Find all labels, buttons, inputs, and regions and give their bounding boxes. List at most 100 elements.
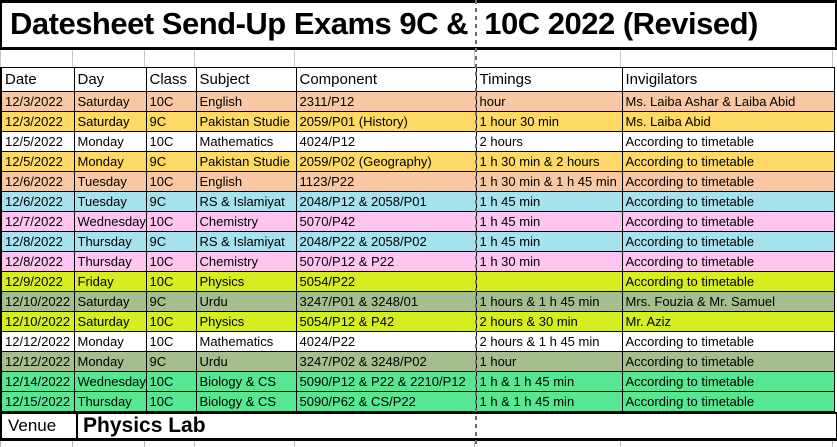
cell-date[interactable]: 12/3/2022 [0, 91, 75, 112]
cell-class[interactable]: 9C [145, 151, 197, 172]
cell-timings[interactable]: 1 hours & 1 h 45 min [475, 291, 623, 312]
cell-timings[interactable]: 1 h & 1 h 45 min [475, 391, 623, 412]
cell-invigilators[interactable]: According to timetable [621, 231, 835, 252]
cell-component[interactable]: 5090/P62 & CS/P22 [295, 391, 477, 412]
cell-timings[interactable]: 2 hours [475, 131, 623, 152]
cell-timings[interactable]: 1 hour [475, 351, 623, 372]
cell-component[interactable]: 3247/P02 & 3248/P02 [295, 351, 477, 372]
cell-subject[interactable]: Biology & CS [195, 371, 297, 392]
cell-date[interactable]: 12/9/2022 [0, 271, 75, 292]
cell-class[interactable]: 10C [145, 251, 197, 272]
cell-class[interactable]: 10C [145, 171, 197, 192]
cell-day[interactable]: Saturday [73, 91, 147, 112]
cell-date[interactable]: 12/12/2022 [0, 331, 75, 352]
cell-invigilators[interactable]: Ms. Laiba Ashar & Laiba Abid [621, 91, 835, 112]
cell-day[interactable]: Monday [73, 351, 147, 372]
venue-label-cell[interactable]: Venue [2, 414, 78, 438]
cell-day[interactable]: Saturday [73, 311, 147, 332]
cell-timings[interactable]: 1 h & 1 h 45 min [475, 371, 623, 392]
cell-day[interactable]: Tuesday [73, 191, 147, 212]
column-header-invigilators[interactable]: Invigilators [621, 67, 835, 92]
column-header-class[interactable]: Class [145, 67, 197, 92]
column-header-subject[interactable]: Subject [195, 67, 297, 92]
cell-class[interactable]: 9C [145, 231, 197, 252]
cell-date[interactable]: 12/8/2022 [0, 231, 75, 252]
cell-date[interactable]: 12/3/2022 [0, 111, 75, 132]
cell-timings[interactable]: 1 h 30 min [475, 251, 623, 272]
cell-subject[interactable]: RS & Islamiyat [195, 231, 297, 252]
cell-timings[interactable]: 2 hours & 1 h 45 min [475, 331, 623, 352]
cell-component[interactable]: 2311/P12 [295, 91, 477, 112]
cell-invigilators[interactable]: According to timetable [621, 171, 835, 192]
cell-day[interactable]: Monday [73, 331, 147, 352]
cell-class[interactable]: 9C [145, 111, 197, 132]
cell-timings[interactable]: 2 hours & 30 min [475, 311, 623, 332]
cell-date[interactable]: 12/5/2022 [0, 131, 75, 152]
cell-subject[interactable]: Mathematics [195, 331, 297, 352]
cell-class[interactable]: 10C [145, 331, 197, 352]
cell-class[interactable]: 10C [145, 131, 197, 152]
cell-date[interactable]: 12/15/2022 [0, 391, 75, 412]
cell-timings[interactable]: 1 h 30 min & 2 hours [475, 151, 623, 172]
cell-day[interactable]: Friday [73, 271, 147, 292]
cell-subject[interactable]: Mathematics [195, 131, 297, 152]
cell-timings[interactable]: 1 hour 30 min [475, 111, 623, 132]
cell-subject[interactable]: English [195, 171, 297, 192]
cell-timings[interactable] [475, 271, 623, 292]
cell-subject[interactable]: Physics [195, 311, 297, 332]
cell-invigilators[interactable]: According to timetable [621, 151, 835, 172]
cell-invigilators[interactable]: According to timetable [621, 391, 835, 412]
cell-timings[interactable]: 1 h 45 min [475, 231, 623, 252]
cell-date[interactable]: 12/10/2022 [0, 291, 75, 312]
cell-class[interactable]: 9C [145, 291, 197, 312]
cell-component[interactable]: 1123/P22 [295, 171, 477, 192]
cell-component[interactable]: 2048/P22 & 2058/P02 [295, 231, 477, 252]
column-header-day[interactable]: Day [73, 67, 147, 92]
cell-subject[interactable]: English [195, 91, 297, 112]
cell-component[interactable]: 4024/P12 [295, 131, 477, 152]
column-header-component[interactable]: Component [295, 67, 477, 92]
cell-invigilators[interactable]: According to timetable [621, 271, 835, 292]
cell-class[interactable]: 10C [145, 371, 197, 392]
cell-subject[interactable]: RS & Islamiyat [195, 191, 297, 212]
cell-invigilators[interactable]: According to timetable [621, 371, 835, 392]
cell-subject[interactable]: Chemistry [195, 251, 297, 272]
cell-invigilators[interactable]: According to timetable [621, 191, 835, 212]
cell-component[interactable]: 2059/P02 (Geography) [295, 151, 477, 172]
cell-date[interactable]: 12/12/2022 [0, 351, 75, 372]
cell-subject[interactable]: Chemistry [195, 211, 297, 232]
cell-timings[interactable]: 1 h 45 min [475, 211, 623, 232]
cell-component[interactable]: 5070/P12 & P22 [295, 251, 477, 272]
cell-date[interactable]: 12/10/2022 [0, 311, 75, 332]
cell-timings[interactable]: hour [475, 91, 623, 112]
cell-class[interactable]: 9C [145, 191, 197, 212]
cell-subject[interactable]: Urdu [195, 291, 297, 312]
cell-class[interactable]: 10C [145, 391, 197, 412]
cell-timings[interactable]: 1 h 30 min & 1 h 45 min [475, 171, 623, 192]
cell-date[interactable]: 12/6/2022 [0, 171, 75, 192]
cell-date[interactable]: 12/5/2022 [0, 151, 75, 172]
cell-invigilators[interactable]: According to timetable [621, 131, 835, 152]
cell-class[interactable]: 10C [145, 311, 197, 332]
cell-class[interactable]: 10C [145, 211, 197, 232]
cell-subject[interactable]: Pakistan Studie [195, 151, 297, 172]
cell-date[interactable]: 12/14/2022 [0, 371, 75, 392]
cell-invigilators[interactable]: According to timetable [621, 351, 835, 372]
cell-day[interactable]: Wednesday [73, 211, 147, 232]
venue-value-cell[interactable]: Physics Lab [83, 414, 206, 437]
column-header-date[interactable]: Date [0, 67, 75, 92]
cell-invigilators[interactable]: Mr. Aziz [621, 311, 835, 332]
cell-day[interactable]: Thursday [73, 391, 147, 412]
cell-subject[interactable]: Physics [195, 271, 297, 292]
cell-date[interactable]: 12/8/2022 [0, 251, 75, 272]
cell-invigilators[interactable]: According to timetable [621, 211, 835, 232]
cell-day[interactable]: Tuesday [73, 171, 147, 192]
cell-day[interactable]: Saturday [73, 291, 147, 312]
cell-component[interactable]: 3247/P01 & 3248/01 [295, 291, 477, 312]
cell-subject[interactable]: Urdu [195, 351, 297, 372]
cell-component[interactable]: 5070/P42 [295, 211, 477, 232]
cell-component[interactable]: 5090/P12 & P22 & 2210/P12 [295, 371, 477, 392]
cell-invigilators[interactable]: According to timetable [621, 331, 835, 352]
cell-subject[interactable]: Biology & CS [195, 391, 297, 412]
cell-subject[interactable]: Pakistan Studie [195, 111, 297, 132]
